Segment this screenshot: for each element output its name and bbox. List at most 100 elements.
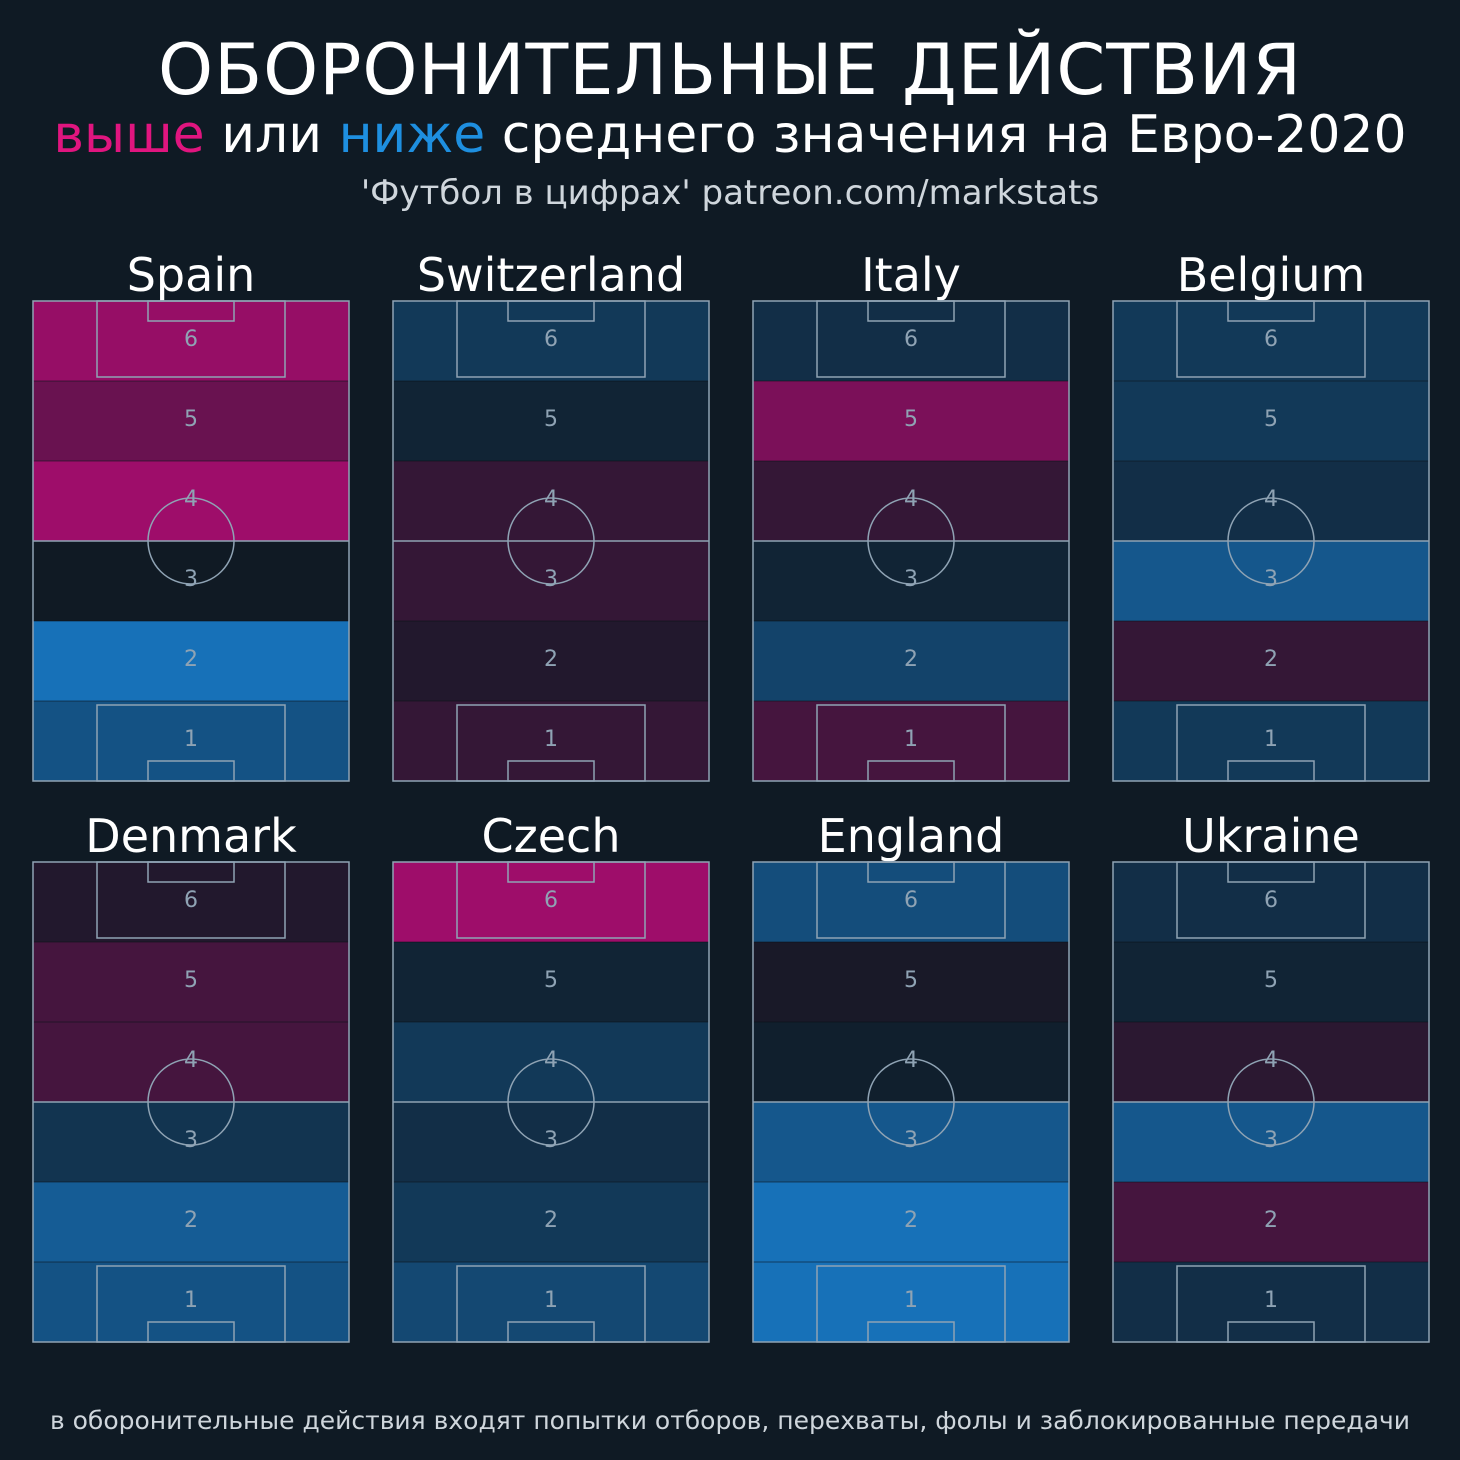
top-goal-box: [147, 861, 235, 883]
zone-number-4: 4: [1264, 487, 1278, 512]
top-goal-box: [1227, 300, 1315, 322]
zone-number-4: 4: [184, 487, 198, 512]
zone-5-cell: [1113, 381, 1429, 461]
center-circle: [867, 1058, 955, 1146]
zone-number-2: 2: [544, 1208, 558, 1233]
zone-number-1: 1: [904, 1288, 918, 1313]
subtitle-above-word: выше: [53, 105, 205, 165]
zone-number-4: 4: [904, 487, 918, 512]
zone-5-cell: [33, 942, 349, 1022]
chart-subtitle: выше или ниже среднего значения на Евро-…: [0, 104, 1460, 166]
zone-4-cell: [1113, 461, 1429, 541]
zone-6-cell: [753, 301, 1069, 381]
footnote: в оборонительные действия входят попытки…: [49, 1406, 1411, 1435]
zone-number-5: 5: [544, 968, 558, 993]
zone-5-cell: [393, 942, 709, 1022]
pitch-belgium: Belgium 6 5 4 3 2 1: [1112, 248, 1430, 782]
zone-number-3: 3: [184, 1128, 198, 1153]
center-circle: [1227, 497, 1315, 585]
zone-4-cell: [753, 461, 1069, 541]
zone-number-2: 2: [904, 1208, 918, 1233]
bottom-goal-box: [507, 1321, 595, 1343]
zone-3-cell: [753, 541, 1069, 621]
zone-2-cell: [393, 621, 709, 701]
bottom-goal-box: [1227, 1321, 1315, 1343]
zone-number-5: 5: [184, 968, 198, 993]
center-circle: [507, 497, 595, 585]
zone-1-cell: [393, 1262, 709, 1342]
zone-number-1: 1: [544, 727, 558, 752]
zone-number-2: 2: [544, 647, 558, 672]
zone-number-2: 2: [1264, 1208, 1278, 1233]
zone-number-1: 1: [904, 727, 918, 752]
zone-3-cell: [1113, 541, 1429, 621]
zone-number-5: 5: [544, 407, 558, 432]
subtitle-rest: среднего значения на Евро-2020: [501, 105, 1407, 165]
bottom-goal-box: [867, 760, 955, 782]
chart-title: ОБОРОНИТЕЛЬНЫЕ ДЕЙСТВИЯ: [158, 29, 1302, 111]
zone-number-2: 2: [184, 1208, 198, 1233]
zone-number-6: 6: [184, 888, 198, 913]
zone-number-3: 3: [904, 567, 918, 592]
zone-5-cell: [33, 381, 349, 461]
zone-number-3: 3: [544, 567, 558, 592]
zone-5-cell: [1113, 942, 1429, 1022]
credit-line: 'Футбол в цифрах' patreon.com/markstats: [360, 173, 1100, 213]
bottom-goal-box: [147, 1321, 235, 1343]
zone-number-4: 4: [544, 487, 558, 512]
zone-6-cell: [393, 301, 709, 381]
team-name-czech: Czech: [481, 809, 620, 863]
zone-1-cell: [33, 701, 349, 781]
bottom-goal-box: [147, 760, 235, 782]
top-goal-box: [867, 861, 955, 883]
zone-number-3: 3: [544, 1128, 558, 1153]
zone-6-cell: [33, 862, 349, 942]
team-name-belgium: Belgium: [1177, 248, 1366, 302]
zone-2-cell: [393, 1182, 709, 1262]
zone-number-4: 4: [904, 1048, 918, 1073]
zone-number-5: 5: [1264, 968, 1278, 993]
team-name-spain: Spain: [127, 248, 256, 302]
team-name-switzerland: Switzerland: [417, 248, 685, 302]
team-name-ukraine: Ukraine: [1182, 809, 1360, 863]
zone-number-6: 6: [1264, 327, 1278, 352]
zone-number-1: 1: [184, 727, 198, 752]
center-circle: [507, 1058, 595, 1146]
zone-4-cell: [1113, 1022, 1429, 1102]
zone-number-1: 1: [1264, 1288, 1278, 1313]
top-goal-box: [507, 861, 595, 883]
subtitle-or-word: или: [221, 105, 323, 165]
team-name-italy: Italy: [861, 248, 961, 302]
zone-1-cell: [393, 701, 709, 781]
zone-number-6: 6: [544, 327, 558, 352]
zone-number-5: 5: [1264, 407, 1278, 432]
zone-number-3: 3: [184, 567, 198, 592]
zone-number-6: 6: [904, 327, 918, 352]
zone-2-cell: [1113, 621, 1429, 701]
zone-5-cell: [753, 942, 1069, 1022]
zone-5-cell: [393, 381, 709, 461]
zone-number-5: 5: [904, 968, 918, 993]
pitch-spain: Spain 6 5 4 3 2 1: [32, 248, 350, 782]
zone-3-cell: [33, 1102, 349, 1182]
top-goal-box: [507, 300, 595, 322]
team-name-england: England: [818, 809, 1005, 863]
zone-1-cell: [33, 1262, 349, 1342]
top-goal-box: [1227, 861, 1315, 883]
zone-number-3: 3: [904, 1128, 918, 1153]
zone-number-3: 3: [1264, 567, 1278, 592]
zone-number-2: 2: [184, 647, 198, 672]
zone-2-cell: [1113, 1182, 1429, 1262]
zone-6-cell: [33, 301, 349, 381]
pitch-italy: Italy 6 5 4 3 2 1: [752, 248, 1070, 782]
zone-4-cell: [33, 1022, 349, 1102]
pitch-england: England 6 5 4 3 2 1: [752, 809, 1070, 1343]
zone-2-cell: [753, 1182, 1069, 1262]
zone-3-cell: [393, 541, 709, 621]
zone-number-6: 6: [184, 327, 198, 352]
zone-number-6: 6: [904, 888, 918, 913]
zone-4-cell: [33, 461, 349, 541]
zone-4-cell: [393, 461, 709, 541]
zone-number-2: 2: [904, 647, 918, 672]
